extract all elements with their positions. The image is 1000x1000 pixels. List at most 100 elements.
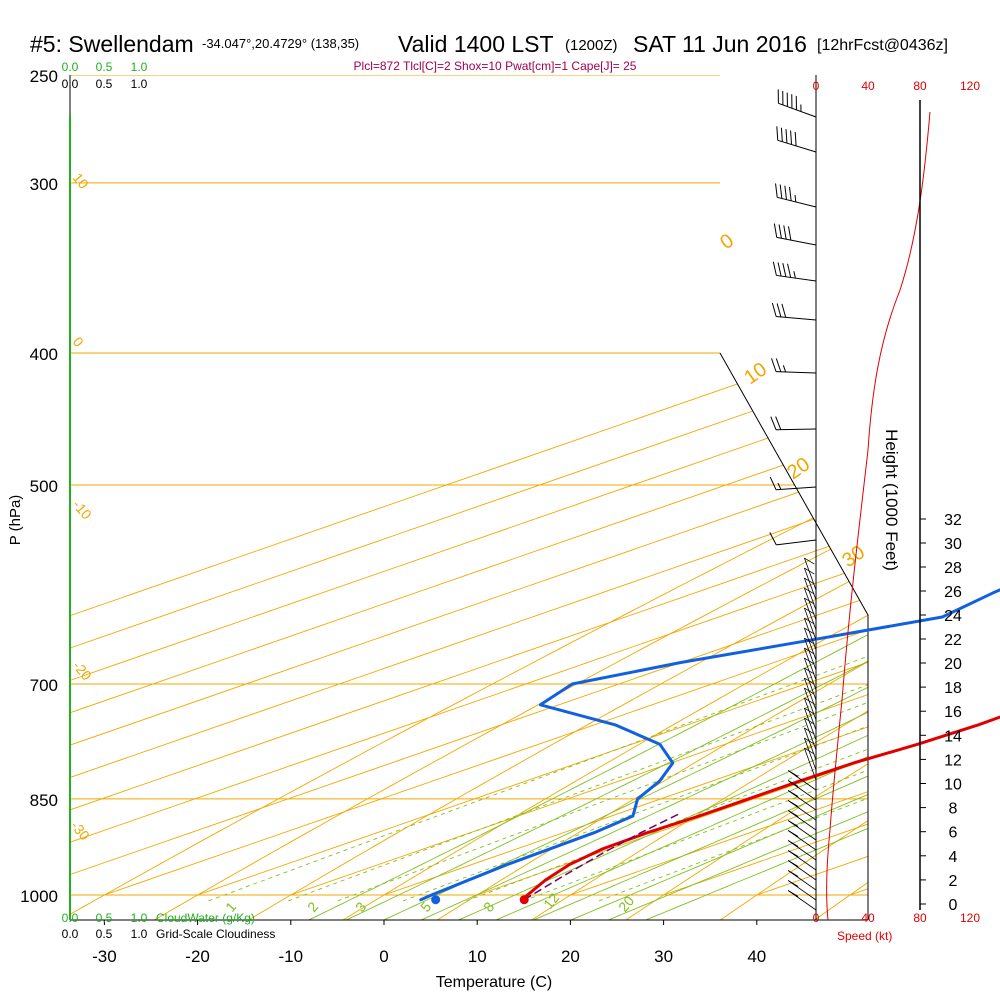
wind-barb: [787, 800, 817, 821]
temperature-profile: [520, 715, 1000, 902]
parcel-path: [523, 813, 680, 901]
temperature-tick-label: -30: [92, 947, 117, 966]
wind-barb: [787, 770, 817, 791]
isotherm-line: [70, 75, 868, 896]
barb-staff: [803, 717, 817, 751]
height-tick-label: 6: [949, 825, 958, 842]
height-tick-label: 14: [944, 728, 962, 745]
wind-barb: [803, 617, 817, 651]
cloudiness-tick-top: 1.0: [131, 77, 148, 91]
isotherm-line: [290, 75, 868, 896]
barb-flag: [775, 183, 778, 198]
cloud-water-tick-bottom: 0.5: [96, 911, 113, 925]
wind-speed-tick-top: 40: [861, 79, 875, 93]
barb-flag: [785, 129, 788, 144]
barb-flag: [787, 870, 799, 877]
barb-flag: [804, 627, 815, 635]
wind-barb: [769, 532, 817, 546]
plot-frame: [69, 75, 869, 921]
barb-flag: [787, 860, 799, 867]
wind-barb: [803, 677, 817, 711]
cloud-scales: 0.0 0.0 0.5 0.5 1.0 1.0 0.0 0.0 0.5 0.5 1.0 1.0: [62, 60, 148, 941]
valid-time: Valid 1400 LST: [398, 31, 554, 57]
height-tick-label: 32: [944, 512, 962, 529]
barb-flag: [804, 577, 815, 585]
wind-barb: [769, 476, 817, 491]
wind-barb: [773, 223, 817, 246]
moist-adiabat: [598, 75, 868, 920]
temperature-tick-label: 10: [468, 947, 487, 966]
temperature-tick-label: 30: [654, 947, 673, 966]
moist-adiabat: [487, 75, 868, 920]
pressure-tick-label: 1000: [20, 887, 58, 906]
barb-flag: [770, 416, 777, 430]
barb-staff: [803, 747, 817, 781]
barb-flag: [787, 890, 799, 897]
wind-barb: [775, 183, 817, 208]
mixing-ratio-label: 8: [480, 899, 497, 915]
height-tick-label: 10: [944, 777, 962, 794]
barb-staff: [803, 597, 817, 631]
barb-staff: [803, 667, 817, 701]
barb-half-flag: [777, 482, 782, 490]
barb-staff: [803, 577, 817, 611]
barb-flag: [787, 800, 799, 807]
barb-flag: [794, 131, 797, 146]
barb-staff: [776, 316, 817, 321]
barb-flag: [804, 647, 815, 655]
barb-flag: [775, 358, 782, 372]
grid-lines: [70, 75, 868, 920]
wind-barb: [803, 627, 817, 661]
height-tick-label: 4: [949, 849, 958, 866]
wind-barb: [776, 126, 817, 153]
cloudiness-tick-top: 0.0: [62, 77, 79, 91]
isotherm-line: [70, 75, 868, 896]
station-title: #5: Swellendam: [30, 31, 194, 57]
barb-flag: [788, 226, 792, 241]
isotherm-line: [849, 75, 868, 896]
barb-flag: [787, 820, 799, 827]
barb-staff: [775, 428, 817, 431]
mixing-ratio-line: [288, 352, 868, 902]
barb-half-flag: [794, 194, 797, 203]
barb-flag: [804, 587, 815, 595]
dewpoint-profile: [419, 588, 1000, 902]
wind-speed-tick-top: 0: [813, 79, 820, 93]
wind-barb: [803, 747, 817, 781]
barb-flag: [771, 358, 777, 372]
wind-barb: [803, 587, 817, 621]
height-tick-label: 30: [944, 536, 962, 553]
barb-flag: [804, 747, 815, 755]
wind-barb: [803, 727, 817, 761]
barb-staff: [776, 371, 817, 374]
dry-adiabat: [525, 75, 868, 920]
moist-adiabat-label: 0: [716, 230, 738, 254]
cloudiness-label: Grid-Scale Cloudiness: [156, 927, 275, 941]
cloud-water-tick-top: 1.0: [131, 60, 148, 74]
barb-flag: [777, 262, 782, 277]
zulu-time: (1200Z): [565, 37, 618, 54]
wind-barb: [803, 577, 817, 611]
wind-barb: [803, 607, 817, 641]
barb-flag: [804, 637, 815, 645]
barb-staff: [803, 567, 817, 601]
barb-staff: [803, 677, 817, 711]
barb-flag: [804, 557, 815, 565]
barb-flag: [787, 880, 799, 887]
barb-flag: [790, 130, 793, 145]
isotherm-label: -10: [70, 497, 95, 523]
height-tick-label: 26: [944, 584, 962, 601]
moist-adiabat: [561, 75, 868, 920]
height-tick-label: 22: [944, 632, 962, 649]
barb-staff: [803, 637, 817, 671]
mixing-ratio-line: [208, 352, 868, 902]
cloud-water-tick-bottom: 1.0: [131, 911, 148, 925]
wind-barb: [803, 657, 817, 691]
barb-flag: [787, 810, 799, 817]
dry-adiabat: [430, 75, 868, 920]
wind-barb: [777, 89, 817, 118]
cloud-water-tick-bottom: 0.0: [62, 911, 79, 925]
isotherm-line: [70, 75, 868, 896]
cloud-water-label: CloudWater (g/Kg): [156, 911, 255, 925]
